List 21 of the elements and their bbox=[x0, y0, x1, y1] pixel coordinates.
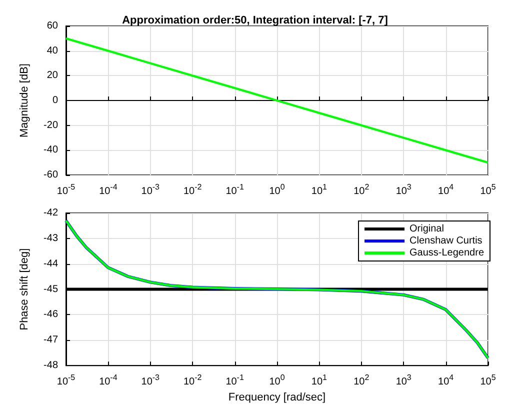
y-axis-title: Magnitude [dB] bbox=[18, 64, 30, 138]
y-axis-title: Phase shift [deg] bbox=[18, 248, 30, 330]
y-tick-label: -40 bbox=[44, 144, 58, 156]
y-tick-label: 60 bbox=[46, 20, 58, 32]
y-tick-label: -47 bbox=[44, 334, 58, 346]
y-tick-label: -46 bbox=[44, 309, 58, 320]
y-tick-label: 0 bbox=[52, 95, 58, 106]
y-tick-label: -20 bbox=[44, 120, 58, 131]
y-tick-label: -43 bbox=[44, 232, 58, 244]
y-tick-label: 20 bbox=[46, 70, 58, 82]
chart-title: Approximation order:50, Integration interval: [-7, 7] bbox=[122, 14, 388, 26]
x-axis-title: Frequency [rad/sec] bbox=[228, 392, 326, 404]
y-tick-label: -45 bbox=[44, 284, 58, 295]
y-tick-label: -42 bbox=[44, 208, 58, 218]
y-tick-label: 40 bbox=[46, 45, 58, 56]
y-tick-label: -48 bbox=[44, 360, 58, 372]
y-tick-label: -60 bbox=[44, 170, 58, 180]
y-tick-label: -44 bbox=[44, 258, 58, 270]
legend-label: Clenshaw Curtis bbox=[410, 236, 482, 246]
legend-label: Gauss-Legendre bbox=[410, 248, 484, 258]
legend-label: Original bbox=[410, 224, 444, 234]
